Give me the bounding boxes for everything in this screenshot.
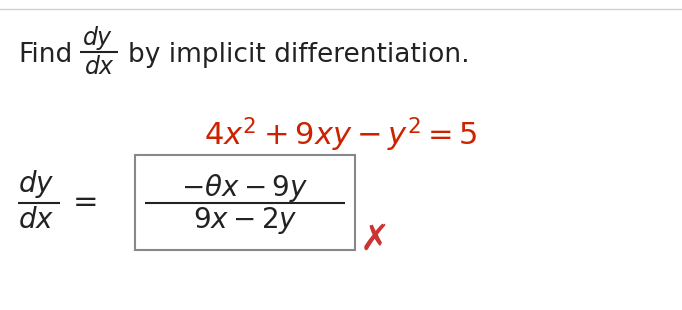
Text: Find: Find — [18, 42, 72, 68]
Text: $dy$: $dy$ — [18, 169, 55, 201]
Text: by implicit differentiation.: by implicit differentiation. — [128, 42, 470, 68]
Text: ✗: ✗ — [360, 223, 390, 257]
Text: $-\theta x - 9y$: $-\theta x - 9y$ — [181, 172, 308, 204]
Bar — [135, 155, 355, 250]
Text: $9x - 2y$: $9x - 2y$ — [193, 205, 297, 236]
Text: $4x^2 + 9xy - y^2 = 5$: $4x^2 + 9xy - y^2 = 5$ — [204, 116, 478, 154]
Text: $dy$: $dy$ — [82, 24, 113, 52]
Text: =: = — [73, 188, 99, 217]
Text: $dx$: $dx$ — [18, 206, 55, 234]
Text: $dx$: $dx$ — [84, 55, 115, 79]
